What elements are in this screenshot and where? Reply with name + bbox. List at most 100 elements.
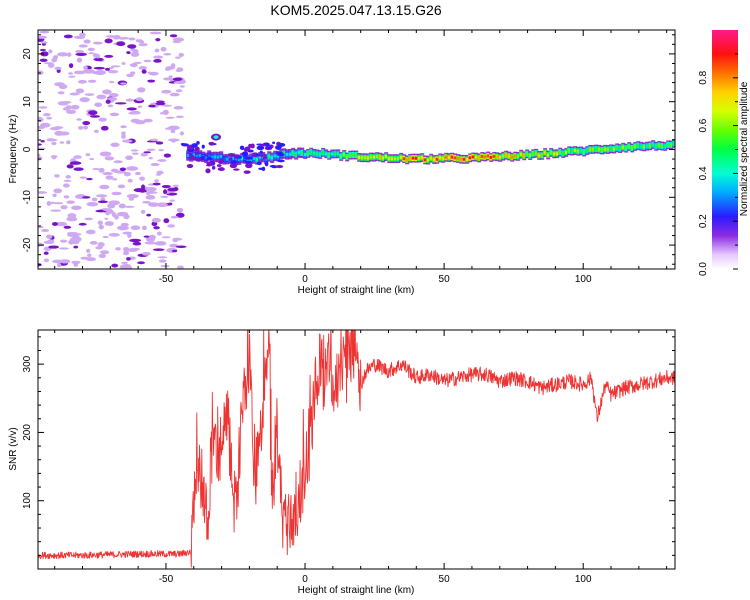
spectrum-noise-speck — [137, 87, 146, 93]
spectrum-scatter — [205, 168, 211, 174]
snr-x-tick-label: 0 — [302, 574, 308, 585]
spectrum-noise-speck — [43, 258, 50, 263]
spectrum-noise-speck — [76, 118, 82, 121]
spectrum-scatter — [262, 156, 268, 160]
spectrum-noise-speck — [97, 220, 103, 226]
spectrum-ridge-core — [564, 150, 568, 154]
spectrum-noise-speck — [109, 80, 115, 84]
spectrum-ridge-core — [336, 152, 340, 156]
spectrum-noise-speck — [126, 194, 139, 199]
spectrum-ridge-core — [315, 152, 319, 156]
spectrum-noise-speck — [74, 50, 85, 54]
spectrum-noise-speck — [175, 212, 185, 218]
spectrum-noise-speck — [54, 130, 64, 136]
spectrum-noise-speck — [38, 106, 48, 109]
spectrum-scatter — [186, 163, 194, 169]
spectrum-noise-speck — [160, 195, 169, 198]
spectrogram-y-tick-label: -10 — [22, 190, 33, 205]
spectrum-ridge-core — [324, 152, 328, 156]
spectrum-noise-speck — [133, 188, 144, 193]
spectrum-noise-speck — [38, 191, 48, 194]
spectrum-noise-speck — [85, 153, 91, 157]
snr-y-tick-label: 100 — [22, 492, 33, 509]
spectrum-noise-speck — [63, 179, 72, 182]
spectrum-noise-speck — [146, 148, 156, 152]
spectrum-noise-speck — [92, 41, 103, 45]
spectrum-ridge-core — [522, 154, 526, 158]
spectrum-noise-speck — [53, 202, 64, 205]
spectrum-ridge-core — [270, 156, 274, 160]
spectrum-noise-speck — [48, 49, 53, 54]
spectrum-noise-speck — [77, 79, 87, 84]
spectrum-noise-speck — [66, 140, 71, 145]
spectrum-noise-speck — [155, 173, 162, 176]
spectrum-ridge-core — [414, 156, 418, 160]
spectrum-scatter — [259, 150, 263, 155]
spectrum-ridge-core — [540, 153, 544, 157]
spectrum-ridge-core — [360, 156, 364, 160]
spectrum-ridge-core — [204, 156, 208, 160]
spectrum-noise-speck — [83, 39, 91, 44]
spectrum-scatter — [259, 144, 267, 147]
spectrum-ridge-core — [276, 154, 280, 158]
spectrum-ridge-core — [237, 158, 241, 162]
spectrogram-x-tick-label: 100 — [575, 274, 592, 285]
spectrum-noise-speck — [70, 104, 80, 110]
snr-y-tick-label: 300 — [22, 355, 33, 372]
spectrum-noise-speck — [143, 59, 152, 63]
spectrum-ridge-core — [258, 155, 262, 159]
spectrum-noise-speck — [75, 88, 85, 94]
spectrum-noise-speck — [67, 52, 72, 57]
spectrum-scatter — [200, 155, 205, 160]
spectrum-ridge-core — [240, 156, 244, 160]
spectrum-noise-speck — [69, 161, 82, 165]
spectrogram-x-tick-label: 0 — [302, 274, 308, 285]
spectrum-noise-speck — [86, 248, 91, 253]
colorbar-label: Normalized spectral amplitude — [739, 81, 750, 216]
spectrum-ridge-core — [438, 156, 442, 160]
spectrum-noise-speck — [134, 120, 146, 125]
spectrum-ridge-core — [456, 156, 460, 160]
spectrum-noise-speck — [145, 186, 157, 192]
spectrum-noise-speck — [95, 194, 108, 198]
spectrum-scatter — [256, 145, 265, 151]
spectrum-noise-speck — [154, 241, 167, 246]
spectrum-noise-speck — [68, 75, 76, 78]
spectrum-ridge-core — [396, 157, 400, 161]
spectrum-noise-speck — [173, 81, 185, 84]
spectrum-noise-speck — [46, 116, 53, 120]
spectrum-noise-speck — [88, 52, 95, 55]
spectrum-noise-speck — [102, 89, 112, 95]
spectrum-ridge-core — [609, 147, 613, 151]
spectrum-noise-speck — [86, 177, 93, 181]
spectrum-noise-speck — [63, 195, 70, 199]
spectrum-ridge-core — [669, 143, 673, 147]
spectrum-noise-speck — [142, 251, 151, 256]
spectrum-noise-speck — [120, 82, 127, 85]
spectrum-noise-speck — [147, 71, 152, 74]
spectrum-noise-speck — [59, 141, 65, 144]
spectrum-noise-speck — [147, 79, 156, 83]
spectrum-noise-speck — [41, 228, 50, 232]
spectrum-noise-speck — [88, 110, 98, 116]
spectrogram-x-tick-label: -50 — [159, 274, 174, 285]
spectrum-scatter — [216, 164, 222, 167]
spectrum-scatter — [272, 141, 276, 145]
figure-title: KOM5.2025.047.13.15.G26 — [270, 2, 441, 18]
spectrum-ridge-core — [267, 154, 271, 158]
spectrum-noise-speck — [115, 102, 127, 105]
spectrum-ridge-core — [219, 154, 223, 158]
spectrum-ridge-core — [666, 143, 670, 147]
spectrum-noise-speck — [110, 142, 120, 147]
spectrum-ridge-core — [513, 154, 517, 158]
spectrum-noise-speck — [141, 225, 147, 231]
spectrum-noise-speck — [168, 202, 173, 206]
snr-x-tick-label: 100 — [575, 574, 592, 585]
spectrum-noise-speck — [170, 129, 176, 134]
spectrum-noise-speck — [175, 89, 183, 93]
spectrum-noise-speck — [152, 248, 165, 251]
spectrum-ridge-core — [483, 155, 487, 159]
spectrum-scatter — [191, 143, 198, 148]
spectrogram-image — [38, 30, 675, 269]
